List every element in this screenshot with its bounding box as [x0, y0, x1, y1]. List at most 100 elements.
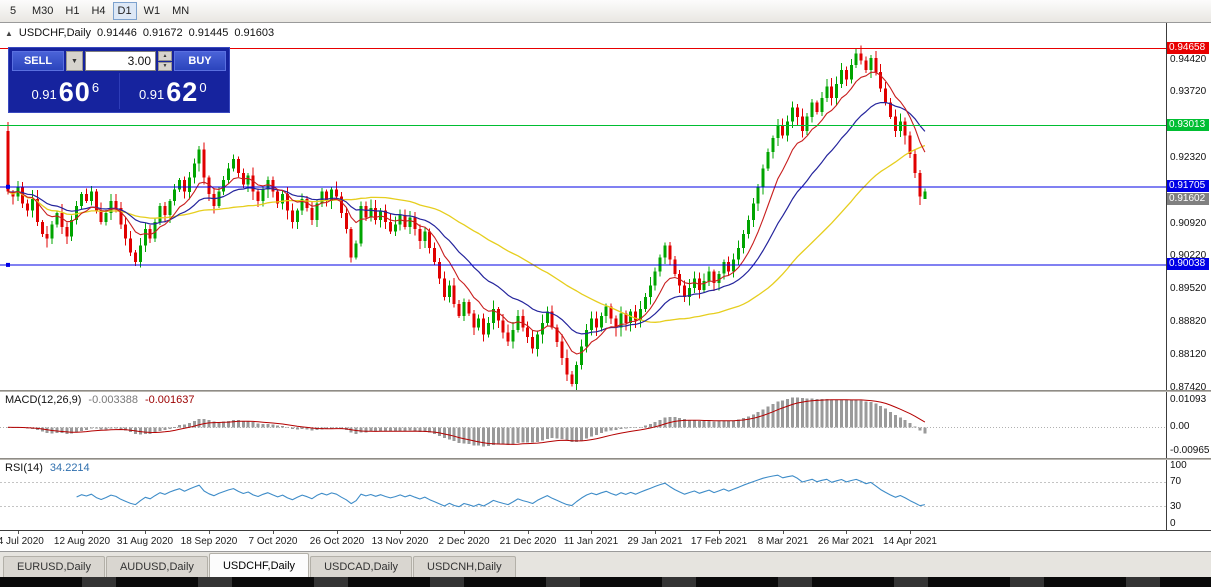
- volume-stepper: ▲ ▼: [158, 51, 172, 71]
- timeframe-button-5[interactable]: 5: [9, 5, 17, 17]
- time-tick: [337, 531, 338, 534]
- buy-price-big: 62: [166, 77, 199, 107]
- macd-signal-line: [7, 399, 926, 445]
- time-label: 24 Jul 2020: [0, 536, 44, 547]
- time-tick: [209, 531, 210, 534]
- timeframe-button-w1[interactable]: W1: [143, 5, 161, 17]
- volume-down-button[interactable]: ▼: [158, 61, 172, 71]
- timeframe-button-h4[interactable]: H4: [91, 5, 106, 17]
- caret-down-icon: ▼: [162, 63, 168, 70]
- time-label: 11 Jan 2021: [563, 536, 619, 547]
- buy-price[interactable]: 0.91 62 0: [118, 73, 227, 109]
- price-badge: 0.90038: [1167, 258, 1209, 271]
- price-axis-label: 0.93720: [1170, 86, 1207, 98]
- price-axis-label: 0.90920: [1170, 217, 1207, 229]
- macd-axis-label: 0.01093: [1170, 394, 1207, 405]
- price-axis[interactable]: 0.94420 0.93720 0.92320 0.90920 0.90220 0.895…: [1166, 23, 1211, 393]
- volume-dropdown-button[interactable]: ▼: [66, 51, 83, 71]
- macd-value-main: -0.003388: [88, 394, 138, 406]
- price-axis-label: 0.90220: [1170, 250, 1207, 262]
- time-label: 21 Dec 2020: [499, 536, 557, 547]
- macd-panel: MACD(12,26,9) -0.003388 -0.001637 0.0109…: [0, 392, 1211, 458]
- ma-mid-line: [7, 101, 926, 335]
- price-badge: 0.94658: [1167, 41, 1209, 54]
- macd-chart[interactable]: MACD(12,26,9) -0.003388 -0.001637: [0, 392, 1166, 458]
- chart-tabs: EURUSD,Daily AUDUSD,Daily USDCHF,Daily USDC…: [0, 551, 1211, 577]
- rsi-title: RSI(14): [5, 462, 43, 474]
- macd-value-signal: -0.001637: [144, 394, 195, 406]
- time-label: 29 Jan 2021: [627, 536, 683, 547]
- chart-tab-usdcnh[interactable]: USDCNH,Daily: [413, 556, 516, 577]
- rsi-axis-label: 30: [1170, 500, 1182, 512]
- sell-price-pip: 6: [91, 80, 100, 95]
- price-badge: 0.93013: [1167, 119, 1209, 131]
- chart-tab-usdcad[interactable]: USDCAD,Daily: [310, 556, 413, 577]
- time-tick: [273, 531, 274, 534]
- price-axis-label: 0.89520: [1170, 283, 1207, 295]
- taskbar-strip: [0, 577, 1211, 587]
- chevron-down-icon: ▼: [71, 57, 78, 65]
- time-tick: [846, 531, 847, 534]
- timeframe-button-mn[interactable]: MN: [172, 5, 190, 17]
- one-click-trading-panel: SELL ▼ ▲ ▼ BUY 0.91: [8, 47, 230, 113]
- time-label: 12 Aug 2020: [53, 536, 111, 547]
- rsi-axis[interactable]: 100 70 30 0: [1166, 460, 1211, 530]
- time-label: 31 Aug 2020: [116, 536, 174, 547]
- buy-price-prefix: 0.91: [138, 87, 165, 102]
- macd-axis-label: -0.00965: [1170, 445, 1210, 456]
- price-badge: 0.91602: [1167, 192, 1209, 205]
- chart-tab-audusd[interactable]: AUDUSD,Daily: [105, 556, 208, 577]
- time-tick: [655, 531, 656, 534]
- line-handle[interactable]: [6, 262, 10, 267]
- time-tick: [528, 531, 529, 534]
- time-tick: [910, 531, 911, 534]
- macd-axis[interactable]: 0.01093 0.00 -0.00965: [1166, 392, 1211, 458]
- chart-tab-eurusd[interactable]: EURUSD,Daily: [3, 556, 105, 577]
- rsi-axis-label: 70: [1170, 476, 1182, 488]
- time-label: 26 Mar 2021: [817, 536, 875, 547]
- rsi-chart[interactable]: RSI(14) 34.2214: [0, 460, 1166, 530]
- time-label: 17 Feb 2021: [690, 536, 748, 547]
- time-tick: [18, 531, 19, 534]
- buy-price-pip: 0: [199, 80, 207, 95]
- price-axis-label: 0.88120: [1170, 348, 1207, 360]
- caret-up-icon: ▲: [162, 52, 168, 59]
- panel-separator[interactable]: [0, 390, 1211, 392]
- time-tick: [783, 531, 784, 534]
- main-chart[interactable]: ▲ USDCHF,Daily 0.91446 0.91672 0.91445 0…: [0, 23, 1166, 390]
- timeframe-toolbar: 5 M30 H1 H4 D1 W1 MN: [0, 0, 1211, 23]
- rsi-line: [76, 474, 926, 508]
- quick-trade-toggle-icon[interactable]: ▲: [5, 28, 13, 38]
- macd-axis-label: 0.00: [1170, 421, 1190, 433]
- buy-button[interactable]: BUY: [174, 51, 226, 71]
- chart-tab-usdchf[interactable]: USDCHF,Daily: [208, 553, 310, 577]
- rsi-axis-label: 0: [1170, 518, 1176, 529]
- sell-button[interactable]: SELL: [12, 51, 64, 71]
- time-tick: [719, 531, 720, 534]
- chart-ohlc-header: ▲ USDCHF,Daily 0.91446 0.91672 0.91445 0…: [5, 27, 274, 39]
- timeframe-button-h1[interactable]: H1: [65, 5, 80, 17]
- time-axis[interactable]: 24 Jul 2020 12 Aug 2020 31 Aug 2020 18 Sep …: [0, 530, 1211, 551]
- time-tick: [591, 531, 592, 534]
- timeframe-button-m30[interactable]: M30: [32, 5, 54, 17]
- panel-separator[interactable]: [0, 458, 1211, 460]
- rsi-header: RSI(14) 34.2214: [5, 462, 90, 474]
- macd-title: MACD(12,26,9): [5, 394, 82, 406]
- time-label: 14 Apr 2021: [883, 536, 937, 547]
- rsi-panel: RSI(14) 34.2214 100 70 30 0: [0, 460, 1211, 530]
- timeframe-button-d1[interactable]: D1: [112, 2, 137, 20]
- price-axis-label: 0.88820: [1170, 316, 1207, 328]
- macd-header: MACD(12,26,9) -0.003388 -0.001637: [5, 394, 195, 406]
- time-label: 26 Oct 2020: [309, 536, 365, 547]
- time-label: 13 Nov 2020: [371, 536, 429, 547]
- sell-price[interactable]: 0.91 60 6: [12, 73, 119, 109]
- ohlc-high: 0.91672: [142, 27, 183, 39]
- volume-input[interactable]: [85, 51, 156, 71]
- ma-slow-line: [7, 144, 926, 323]
- line-handle[interactable]: [6, 184, 10, 189]
- volume-up-button[interactable]: ▲: [158, 51, 172, 61]
- time-label: 8 Mar 2021: [757, 536, 809, 547]
- chart-title: USDCHF,Daily: [18, 27, 92, 39]
- ohlc-close: 0.91603: [234, 27, 275, 39]
